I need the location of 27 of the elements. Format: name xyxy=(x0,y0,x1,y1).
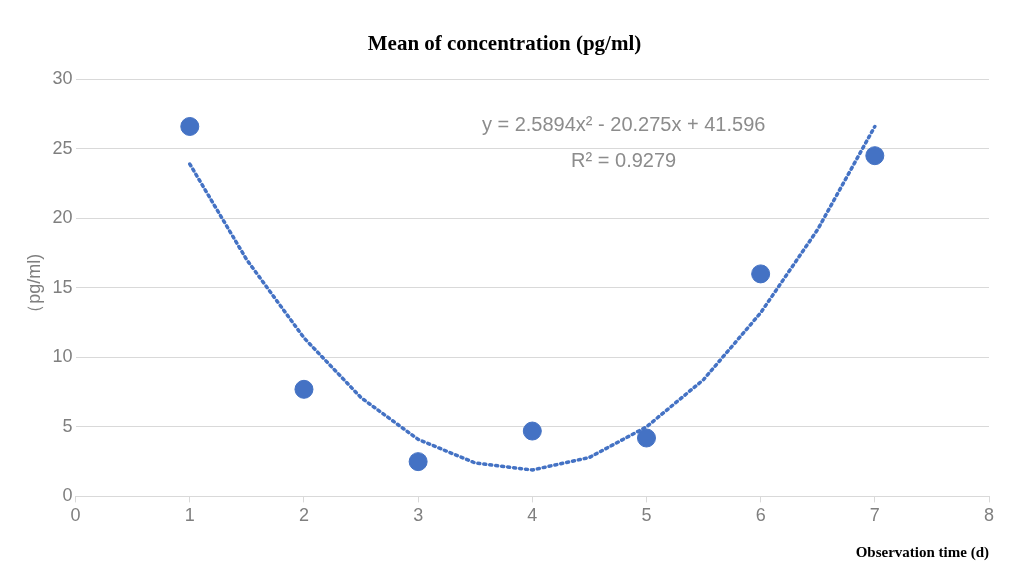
point xyxy=(522,421,542,441)
y-tick-label: 20 xyxy=(52,207,73,228)
x-tick-label: 3 xyxy=(413,505,424,526)
x-tick-label: 4 xyxy=(527,505,538,526)
y-tick-label: 10 xyxy=(52,346,73,367)
point xyxy=(180,116,200,136)
point xyxy=(294,379,314,399)
y-axis-title: （pg/ml) xyxy=(23,253,44,322)
annotation: y = 2.5894x² - 20.275x + 41.596 xyxy=(481,112,766,135)
x-axis-title: Observation time (d) xyxy=(855,543,989,561)
y-tick-label: 25 xyxy=(52,137,73,158)
x-tick-label: 1 xyxy=(184,505,195,526)
annotation: R² = 0.9279 xyxy=(571,148,677,171)
x-tick-label: 6 xyxy=(755,505,766,526)
x-tick-label: 7 xyxy=(869,505,880,526)
y-tick-label: 15 xyxy=(52,276,73,297)
y-tick-label: 0 xyxy=(62,485,73,506)
y-tick-label: 30 xyxy=(52,68,73,89)
point xyxy=(751,264,771,284)
point xyxy=(636,428,656,448)
point xyxy=(865,146,885,166)
chart-title: Mean of concentration (pg/ml) xyxy=(367,31,642,56)
x-tick-label: 8 xyxy=(983,505,995,526)
x-tick-label: 5 xyxy=(641,505,652,526)
point xyxy=(408,452,428,472)
x-tick-label: 2 xyxy=(298,505,309,526)
y-tick-label: 5 xyxy=(62,415,73,436)
